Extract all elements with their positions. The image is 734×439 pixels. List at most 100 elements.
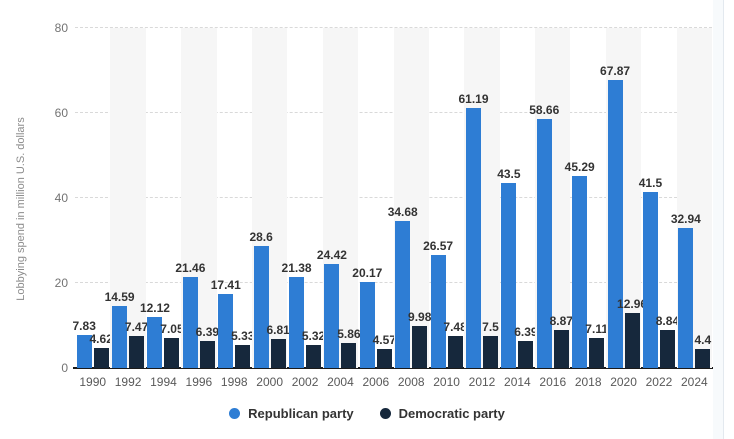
value-label: 4.62 [89,332,113,347]
value-label: 7.47 [124,320,149,335]
democratic-bar-2002[interactable]: 5.32 [302,330,325,368]
right-edge-divider [723,0,724,439]
democratic-bar-2020[interactable]: 12.96 [617,298,647,368]
value-label: 4.4 [694,333,712,348]
republican-bar-2016[interactable]: 58.66 [529,104,559,368]
bar-group-1990: 7.83 4.62 [73,28,113,368]
chart-legend: Republican party Democratic party [0,406,734,421]
bar-group-2018: 45.29 7.11 [565,28,608,368]
democratic-bar-1998[interactable]: 5.33 [231,330,254,368]
republican-legend-dot-icon [229,408,241,419]
gridline-60 [75,112,712,113]
x-tick-label-2000: 2000 [256,375,283,389]
value-label: 7.83 [72,318,96,333]
value-label: 17.41 [210,278,241,293]
value-label: 7.05 [160,322,184,337]
democratic-bar-2012[interactable]: 7.5 [482,321,499,368]
value-label: 6.39 [514,324,538,339]
democratic-bar-2024[interactable]: 4.4 [694,334,711,368]
bar-group-2006: 20.17 4.57 [352,28,396,368]
y-axis-title: Lobbying spend in million U.S. dollars [15,117,27,301]
republican-bar-1994[interactable]: 12.12 [140,302,170,368]
x-tick-label-2016: 2016 [539,375,567,389]
democratic-bar-2000[interactable]: 6.81 [266,324,290,368]
republican-bar-1990[interactable]: 7.83 [73,320,96,368]
democratic-bar-1992[interactable]: 7.47 [125,321,148,368]
value-label: 21.38 [281,261,312,276]
democratic-bar-1994[interactable]: 7.05 [160,323,184,368]
value-label: 7.11 [585,321,609,336]
bar-group-2020: 67.87 12.96 [600,28,647,368]
value-label: 6.39 [195,324,220,339]
x-tick-label-1992: 1992 [114,375,142,389]
republican-bar-2006[interactable]: 20.17 [352,267,382,368]
legend-label: Republican party [248,406,354,421]
x-tick-label-1990: 1990 [79,375,107,389]
democratic-bar-2022[interactable]: 8.84 [656,315,679,368]
republican-bar-2000[interactable]: 28.6 [249,231,273,368]
democratic-bar-2004[interactable]: 5.86 [337,328,361,368]
x-axis-labels: 1990 1992 1994 1996 1998 2000 2002 2004 2006 2008… [75,375,712,389]
x-tick-label-2002: 2002 [291,375,319,389]
value-label: 67.87 [600,63,631,78]
value-label: 8.84 [655,314,680,329]
y-tick-label: 0 [61,361,68,375]
value-label: 26.57 [423,239,454,254]
republican-bar-1992[interactable]: 14.59 [105,291,135,368]
republican-bar-2004[interactable]: 24.42 [317,249,347,368]
x-tick-label-2024: 2024 [680,375,708,389]
x-tick-label-2012: 2012 [468,375,496,389]
y-tick-label: 40 [54,191,68,205]
x-tick-label-2010: 2010 [433,375,460,389]
democratic-bar-1996[interactable]: 6.39 [196,326,219,368]
value-label: 58.66 [529,102,560,117]
bar-group-2014: 43.5 6.39 [497,28,538,368]
value-label: 12.96 [617,296,648,311]
value-label: 32.94 [670,212,701,227]
republican-bar-2018[interactable]: 45.29 [565,161,595,368]
bar-group-2004: 24.42 5.86 [317,28,361,368]
value-label: 5.33 [231,329,255,344]
republican-bar-1998[interactable]: 17.41 [211,279,241,368]
democratic-bar-2006[interactable]: 4.57 [373,334,396,368]
legend-label: Democratic party [398,406,505,421]
republican-bar-2012[interactable]: 61.19 [458,93,489,368]
value-label: 7.48 [443,320,467,335]
plot-area: 7.83 4.62 14.59 7.47 12.12 7.05 21.46 6.39 17.41… [73,27,713,368]
x-tick-label-2022: 2022 [645,375,673,389]
republican-bar-2020[interactable]: 67.87 [600,65,630,368]
republican-bar-2022[interactable]: 41.5 [639,177,662,368]
bar-group-1998: 17.41 5.33 [211,28,254,368]
republican-bar-2014[interactable]: 43.5 [497,168,521,368]
republican-bar-2002[interactable]: 21.38 [282,262,312,368]
democratic-bar-2018[interactable]: 7.11 [585,323,608,368]
value-label: 5.32 [301,329,326,344]
democratic-legend-dot-icon [379,408,391,419]
value-label: 6.81 [266,323,290,338]
republican-bar-2024[interactable]: 32.94 [671,213,701,368]
bar-group-2016: 58.66 8.87 [529,28,573,368]
republican-bar-2008[interactable]: 34.68 [388,206,418,368]
x-tick-label-2008: 2008 [397,375,425,389]
value-label: 28.6 [249,230,273,245]
democratic-bar-2010[interactable]: 7.48 [443,321,467,368]
value-label: 34.68 [387,204,418,219]
value-label: 41.5 [638,175,663,190]
x-tick-label-2004: 2004 [327,375,354,389]
bar-group-2002: 21.38 5.32 [282,28,325,368]
gridline-20 [75,282,712,283]
democratic-bar-1990[interactable]: 4.62 [90,333,113,368]
democratic-bar-2014[interactable]: 6.39 [514,326,538,368]
value-label: 12.12 [139,300,170,315]
value-label: 61.19 [458,91,489,106]
democratic-bar-2016[interactable]: 8.87 [550,315,573,368]
democratic-bar-2008[interactable]: 9.98 [408,311,431,368]
republican-bar-1996[interactable]: 21.46 [175,262,205,368]
bar-group-2012: 61.19 7.5 [458,28,500,368]
republican-bar-2010[interactable]: 26.57 [423,240,453,368]
bar-group-2008: 34.68 9.98 [388,28,431,368]
value-label: 45.29 [564,159,595,174]
value-label: 24.42 [316,248,347,263]
legend-item-democratic[interactable]: Democratic party [379,406,505,421]
legend-item-republican[interactable]: Republican party [229,406,354,421]
